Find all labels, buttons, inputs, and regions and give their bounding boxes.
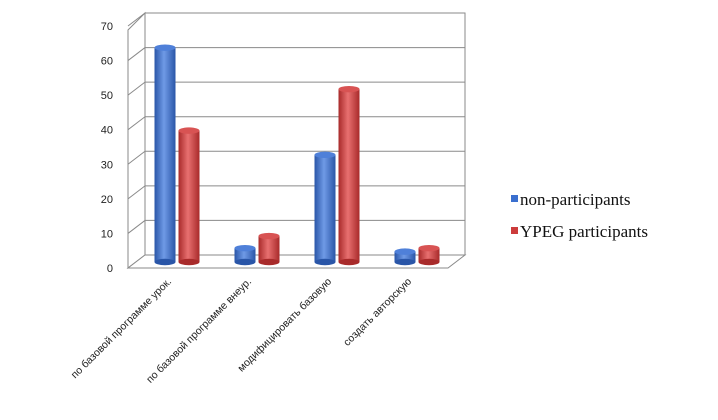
bar-non-participants-1 — [234, 244, 256, 266]
bar-non-participants-0 — [154, 44, 176, 266]
floor — [126, 254, 467, 269]
y-axis-ticks: 0 10 20 30 40 50 60 70 — [101, 21, 113, 275]
bar-base — [258, 258, 280, 266]
bar-ypeg-participants-2 — [338, 85, 360, 266]
bar-ypeg-participants-3 — [418, 244, 440, 266]
bar-top — [338, 85, 360, 93]
plot-walls — [126, 11, 467, 270]
bar-base — [418, 258, 440, 266]
y-tick-label: 10 — [101, 228, 113, 240]
bar-base — [178, 258, 200, 266]
legend-swatch-non-participants — [511, 195, 518, 202]
gridline-side — [127, 220, 146, 234]
bar-base — [154, 258, 176, 266]
gridline-side — [127, 12, 146, 27]
gridline-side — [127, 116, 146, 131]
y-tick-label: 20 — [101, 194, 113, 206]
bar-body — [338, 89, 360, 263]
y-tick-label: 60 — [101, 56, 113, 68]
bar-top — [178, 127, 200, 134]
bar-top — [418, 244, 440, 252]
bar-ypeg-participants-1 — [258, 232, 280, 266]
bar-top — [234, 244, 256, 252]
y-tick-label: 30 — [101, 159, 113, 171]
bar-body — [418, 248, 440, 262]
bar-body — [154, 47, 176, 263]
bars — [154, 44, 440, 266]
category-labels: по базовой программе урок.по базовой про… — [69, 276, 414, 386]
bar-base — [314, 258, 336, 266]
gridline-side — [127, 81, 146, 96]
y-tick-label: 0 — [107, 263, 113, 275]
bar-base — [394, 258, 416, 266]
bar-body — [394, 251, 416, 262]
bar-body — [314, 154, 336, 262]
legend-swatch-ypeg-participants — [511, 227, 518, 234]
y-tick-label: 40 — [101, 125, 113, 137]
gridline-side — [127, 150, 146, 165]
legend-label-non-participants: non-participants — [520, 190, 630, 209]
bar-top — [394, 248, 416, 255]
bar-top — [154, 44, 176, 51]
bar-body — [234, 248, 256, 262]
bar-ypeg-participants-0 — [178, 127, 200, 266]
bar-base — [338, 258, 360, 266]
bar-base — [234, 258, 256, 266]
bar-non-participants-3 — [394, 248, 416, 266]
side-wall — [127, 11, 146, 270]
bar-top — [258, 232, 280, 240]
gridline-side — [127, 47, 146, 61]
bar-non-participants-2 — [314, 151, 336, 266]
legend-label-ypeg-participants: YPEG participants — [520, 222, 648, 241]
bar-body — [178, 130, 200, 262]
legend: non-participants YPEG participants — [511, 190, 648, 241]
category-label: создать авторскую — [341, 276, 414, 349]
gridline-side — [127, 185, 146, 200]
category-label: модифицировать базовую — [235, 276, 334, 375]
bar-body — [258, 236, 280, 262]
y-tick-label: 70 — [101, 21, 113, 33]
y-tick-label: 50 — [101, 90, 113, 102]
bar-top — [314, 151, 336, 159]
